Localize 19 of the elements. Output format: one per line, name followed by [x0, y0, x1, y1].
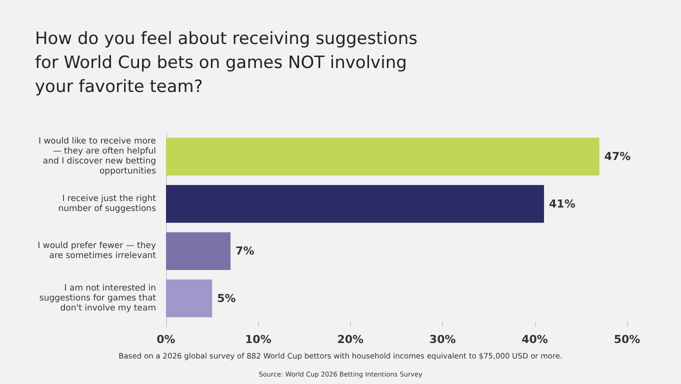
- x-tick-label: 50%: [614, 333, 640, 346]
- data-label: 5%: [217, 292, 236, 305]
- y-tick-label: I am not interested in suggestions for games that don't involve my team: [39, 283, 157, 314]
- bar: [166, 184, 544, 223]
- data-label: 47%: [604, 150, 631, 164]
- data-label: 41%: [549, 197, 576, 210]
- x-tick-label: 30%: [429, 333, 456, 346]
- x-tick-label: 20%: [337, 333, 364, 346]
- bar: [166, 232, 231, 270]
- x-tick-label: 0%: [156, 333, 176, 346]
- x-tick-label: 40%: [522, 333, 548, 346]
- bar: [166, 138, 600, 176]
- chart-title: How do you feel about receiving suggestions for World Cup bets on games NOT involving your favorite team?: [35, 29, 418, 97]
- data-label: 7%: [236, 244, 254, 258]
- y-tick-label: I would like to receive more — they are often helpful and I discover new betting opportunities: [38, 136, 157, 177]
- y-tick-label: I receive just the right number of suggestions: [58, 194, 157, 214]
- bar: [166, 279, 212, 318]
- y-tick-label: I would prefer fewer — they are sometimes irrelevant: [38, 241, 157, 262]
- x-tick-label: 10%: [245, 333, 272, 346]
